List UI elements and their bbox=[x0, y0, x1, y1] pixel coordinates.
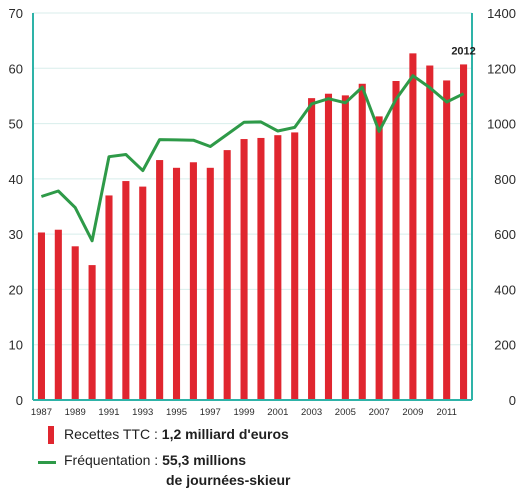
bar bbox=[189, 162, 197, 400]
x-tick-label: 2005 bbox=[335, 407, 356, 418]
legend-line-value-2: de journées-skieur bbox=[166, 472, 291, 488]
bar bbox=[291, 132, 299, 400]
x-tick-label: 2007 bbox=[369, 407, 390, 418]
chart-plot: 0 10 20 30 40 50 60 70 0 200 400 600 800 1000 1200 1400… bbox=[9, 6, 516, 418]
legend-line-2: de journées-skieur bbox=[166, 472, 291, 488]
bar bbox=[172, 167, 181, 400]
bar bbox=[54, 229, 62, 400]
line-series-frequentation bbox=[40, 74, 465, 243]
y-right-tick-label: 0 bbox=[509, 393, 516, 408]
y-right-tick-label: 800 bbox=[494, 172, 516, 187]
x-tick-label: 1987 bbox=[31, 407, 52, 418]
bar bbox=[358, 83, 366, 400]
legend-bar: Recettes TTC : 1,2 milliard d'euros bbox=[64, 426, 289, 442]
y-left-tick-label: 20 bbox=[9, 282, 23, 297]
x-tick-label: 2001 bbox=[267, 407, 288, 418]
y-right-tick-label: 1200 bbox=[487, 61, 516, 76]
bar bbox=[409, 53, 417, 400]
legend-line-label: Fréquentation : bbox=[64, 452, 163, 468]
bar bbox=[324, 93, 333, 401]
y-left-tick-label: 50 bbox=[9, 117, 23, 132]
legend-line: Fréquentation : 55,3 millions bbox=[64, 452, 246, 468]
y-left-tick-label: 10 bbox=[9, 338, 23, 353]
bar bbox=[443, 80, 451, 400]
x-tick-label: 1993 bbox=[132, 407, 153, 418]
y-right-tick-label: 200 bbox=[494, 338, 516, 353]
bar bbox=[341, 95, 349, 400]
x-tick-label: 1989 bbox=[65, 407, 86, 418]
bar bbox=[460, 64, 468, 400]
bar bbox=[156, 160, 164, 400]
legend-bar-value: 1,2 milliard d'euros bbox=[161, 426, 289, 442]
bar bbox=[139, 186, 147, 400]
x-tick-label: 1995 bbox=[166, 407, 187, 418]
bar bbox=[274, 135, 282, 400]
y-left-tick-label: 70 bbox=[9, 6, 23, 21]
legend-bar-label: Recettes TTC : bbox=[64, 426, 162, 442]
bar bbox=[375, 116, 383, 401]
bar bbox=[257, 137, 265, 400]
y-left-tick-label: 60 bbox=[9, 61, 23, 76]
bar bbox=[206, 167, 214, 400]
bar bbox=[426, 65, 434, 401]
bar bbox=[37, 232, 45, 400]
x-tick-label: 2003 bbox=[301, 407, 322, 418]
y-right-tick-label: 600 bbox=[494, 227, 516, 242]
bar bbox=[308, 98, 316, 400]
x-tick-label: 2009 bbox=[402, 407, 423, 418]
bar bbox=[392, 81, 400, 400]
x-tick-label: 1999 bbox=[233, 407, 254, 418]
x-tick-label: 1991 bbox=[98, 407, 119, 418]
y-right-tick-label: 1400 bbox=[487, 6, 516, 21]
bar bbox=[122, 181, 130, 400]
bar bbox=[105, 195, 113, 400]
y-left-tick-label: 30 bbox=[9, 227, 23, 242]
x-tick-label: 2011 bbox=[436, 407, 456, 418]
y-left-tick-label: 0 bbox=[16, 393, 23, 408]
y-right-tick-label: 1000 bbox=[487, 117, 516, 132]
y-right-tick-label: 400 bbox=[494, 282, 516, 297]
bar bbox=[223, 150, 231, 400]
y-left-tick-label: 40 bbox=[9, 172, 23, 187]
bar bbox=[71, 246, 79, 400]
legend-line-swatch bbox=[38, 461, 56, 464]
bar bbox=[88, 265, 96, 400]
bar bbox=[240, 139, 248, 400]
legend-bar-swatch bbox=[48, 426, 54, 444]
legend-line-value-1: 55,3 millions bbox=[162, 452, 247, 468]
annotation-2012: 2012 bbox=[451, 45, 475, 57]
x-tick-label: 1997 bbox=[200, 407, 221, 418]
